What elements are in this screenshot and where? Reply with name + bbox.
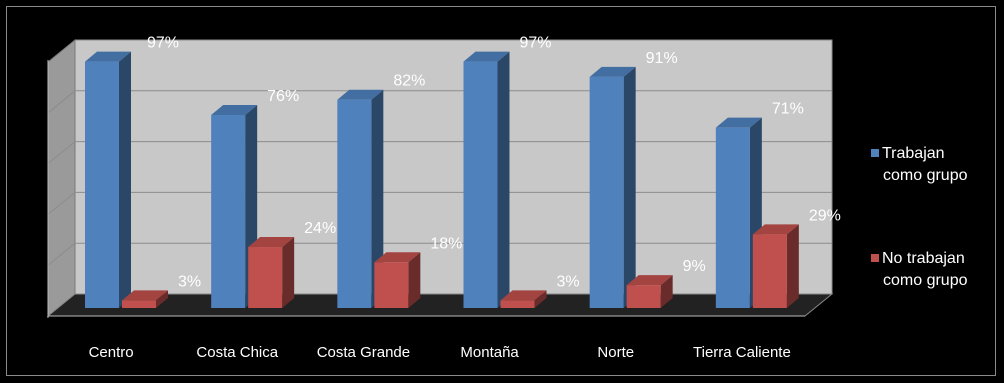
bar-top	[85, 51, 131, 62]
data-label: 18%	[430, 235, 462, 252]
data-label: 3%	[557, 273, 580, 290]
data-label: 76%	[267, 88, 299, 105]
category-label: Montaña	[460, 344, 519, 361]
bar-side	[534, 290, 547, 308]
bar-side	[156, 290, 168, 308]
bar	[752, 224, 799, 308]
legend-label: No trabajan	[882, 250, 965, 267]
category-label: Costa Chica	[196, 344, 278, 361]
data-label: 91%	[646, 50, 678, 67]
bar	[626, 275, 673, 308]
bar-top	[589, 66, 636, 77]
chart-walls	[46, 38, 834, 318]
gridline	[47, 192, 76, 215]
side-wall	[47, 38, 76, 318]
gridline	[47, 90, 76, 114]
data-label: 9%	[683, 258, 706, 275]
legend-label: Trabajan	[882, 145, 945, 162]
bar-side	[660, 275, 673, 308]
bar-top	[500, 290, 547, 301]
bar-front	[752, 234, 787, 308]
bar-side	[282, 237, 295, 308]
bar	[374, 252, 421, 308]
bar-side	[408, 252, 421, 308]
gridline	[47, 141, 76, 164]
legend-swatch	[871, 149, 879, 157]
bar-front	[589, 76, 624, 308]
data-label: 24%	[304, 220, 336, 237]
category-label: Costa Grande	[317, 344, 410, 361]
data-label: 29%	[809, 207, 841, 224]
data-label: 71%	[772, 101, 804, 118]
data-label: 97%	[147, 35, 179, 52]
bar-side	[786, 224, 799, 308]
legend: Trabajan como grupo No trabajan como grupo	[871, 145, 968, 289]
bar-top	[752, 224, 799, 235]
bar	[248, 237, 295, 308]
data-label: 82%	[393, 73, 425, 90]
bar	[715, 117, 762, 308]
category-label: Centro	[89, 344, 134, 361]
bar-top	[337, 89, 384, 100]
bar	[463, 51, 510, 309]
bar-front	[374, 262, 409, 308]
bar	[589, 66, 636, 308]
legend-swatch	[871, 254, 879, 262]
category-label: Norte	[597, 344, 634, 361]
bar-side	[623, 66, 636, 308]
bar-front	[463, 61, 498, 309]
legend-label: como grupo	[883, 272, 968, 289]
bar-front	[715, 127, 750, 308]
bar	[85, 51, 131, 309]
bar-top	[374, 252, 421, 263]
data-labels: 97% 3% 76% 24% 82% 18% 97% 3% 91% 9% 71% 29%	[147, 35, 841, 291]
data-label: 3%	[178, 273, 201, 290]
bar-side	[119, 51, 131, 309]
bar	[500, 290, 547, 308]
data-label: 97%	[520, 35, 552, 52]
bar	[337, 89, 384, 308]
bar-front	[211, 114, 246, 309]
bar-side	[497, 51, 510, 309]
category-label: Tierra Caliente	[693, 344, 791, 361]
bar-top	[715, 117, 762, 128]
bar-series	[85, 51, 799, 309]
bar-front	[500, 300, 535, 308]
bar	[122, 290, 168, 308]
bar-front	[122, 300, 156, 308]
category-axis-labels: Centro Costa Chica Costa Grande Montaña Nort…	[89, 344, 791, 361]
bar-top	[463, 51, 510, 62]
bar-side	[371, 89, 384, 308]
bar-front	[248, 247, 283, 308]
bar-front	[85, 61, 119, 309]
bar-front	[626, 285, 661, 308]
legend-label: como grupo	[883, 167, 968, 184]
gridline	[47, 242, 76, 266]
bar-top	[248, 237, 295, 248]
bar-top	[122, 290, 168, 301]
bar-front	[337, 99, 372, 308]
bar-top	[211, 104, 258, 115]
bar-top	[626, 275, 673, 286]
